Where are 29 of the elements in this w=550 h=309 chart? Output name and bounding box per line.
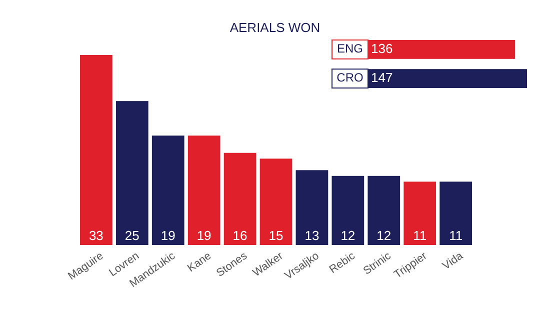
- data-label: 12: [340, 228, 356, 243]
- bar: [152, 136, 184, 245]
- data-label: 15: [268, 228, 284, 243]
- chart-title: AERIALS WON: [230, 20, 320, 35]
- data-label: 16: [232, 228, 248, 243]
- bar: [404, 182, 436, 245]
- x-tick-label: Kane: [186, 250, 214, 275]
- data-label: 12: [376, 228, 392, 243]
- data-label: 25: [124, 228, 140, 243]
- bar: [116, 101, 148, 245]
- bar: [188, 136, 220, 245]
- bar: [80, 55, 112, 245]
- bar: [332, 176, 364, 245]
- bar: [260, 158, 292, 245]
- bar: [440, 182, 472, 245]
- data-label: 147: [371, 70, 393, 85]
- bar: [296, 170, 328, 245]
- bar: [368, 176, 400, 245]
- y-tick-label: CRO: [336, 70, 364, 85]
- data-label: 11: [449, 228, 463, 243]
- y-tick-label: ENG: [336, 42, 364, 56]
- bar: [224, 152, 256, 245]
- data-label: 33: [88, 228, 104, 243]
- data-label: 19: [196, 228, 212, 243]
- data-label: 19: [160, 228, 176, 243]
- data-label: 136: [371, 40, 393, 56]
- data-label: 11: [413, 228, 427, 243]
- x-tick-label: Vida: [440, 250, 466, 272]
- data-label: 13: [304, 228, 320, 243]
